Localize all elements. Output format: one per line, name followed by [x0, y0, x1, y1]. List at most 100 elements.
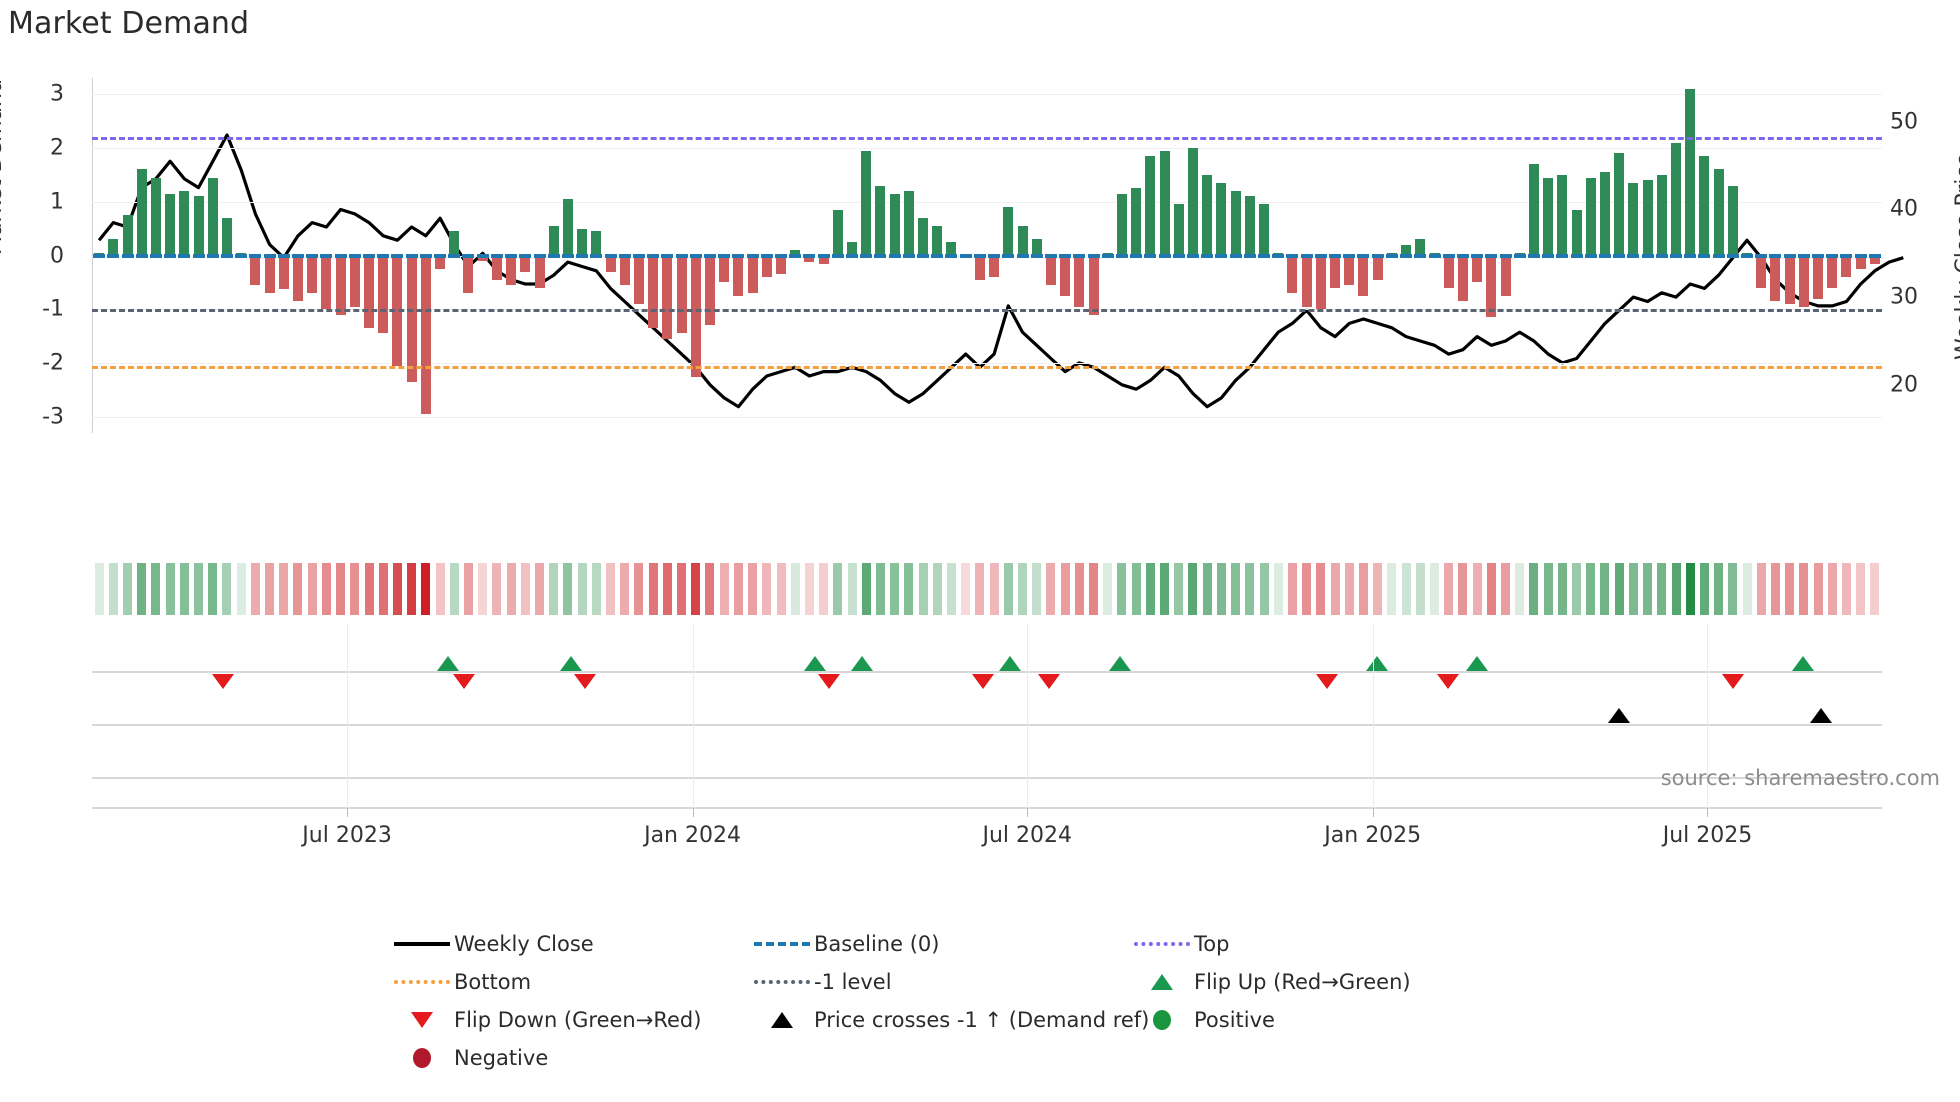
baseline-cap — [1385, 253, 1398, 258]
demand-bar — [1855, 255, 1866, 269]
demand-bar — [506, 255, 517, 286]
baseline-cap — [1584, 253, 1597, 258]
heat-strip-cell — [94, 563, 104, 615]
demand-bar — [974, 255, 985, 280]
heat-strip-cell — [918, 563, 928, 615]
legend-item: Baseline (0) — [750, 925, 1130, 963]
heat-strip-cell — [1174, 563, 1184, 615]
legend-label: Positive — [1194, 1008, 1275, 1032]
heat-strip-cell — [591, 563, 601, 615]
baseline-cap — [405, 253, 418, 258]
demand-bar — [1259, 204, 1270, 256]
demand-bar — [889, 193, 900, 256]
heat-strip-cell — [1458, 563, 1468, 615]
heat-strip-cell — [1614, 563, 1624, 615]
flip-down-marker-icon — [452, 674, 475, 689]
baseline-cap — [1258, 253, 1271, 258]
heat-strip-cell — [1529, 563, 1539, 615]
heat-strip-cell — [946, 563, 956, 615]
baseline-cap — [590, 253, 603, 258]
baseline-cap — [576, 253, 589, 258]
triangle-up-icon — [1151, 974, 1173, 990]
baseline-cap — [377, 253, 390, 258]
demand-bar — [804, 255, 815, 262]
heat-strip-cell — [1430, 563, 1439, 615]
heat-strip-cell — [1870, 563, 1880, 615]
baseline-cap — [1144, 253, 1157, 258]
baseline-cap — [419, 253, 432, 258]
demand-bar — [193, 196, 204, 256]
baseline-cap — [220, 253, 233, 258]
demand-bar — [1202, 174, 1213, 256]
demand-bar — [776, 255, 786, 275]
marker-panel: Jul 2023 Jan 2024 Jul 2024 Jan 2025 Jul 2025 — [92, 625, 1882, 848]
baseline-cap — [1499, 253, 1512, 258]
baseline-cap — [1598, 253, 1611, 258]
heat-strip-cell — [1813, 563, 1823, 615]
demand-bar — [761, 255, 772, 277]
demand-bar — [1187, 147, 1198, 256]
baseline-cap — [703, 253, 716, 258]
heat-strip-cell — [279, 563, 289, 615]
demand-bar — [349, 255, 360, 307]
demand-bar — [1784, 255, 1795, 304]
heat-strip-cell — [165, 563, 175, 615]
baseline-cap — [192, 253, 205, 258]
heat-strip-cell — [222, 563, 232, 615]
y-axis-tick-right: 40 — [1890, 196, 1918, 222]
demand-bar — [946, 242, 957, 256]
heat-strip-cell — [1415, 563, 1425, 615]
main-plot-area — [92, 78, 1882, 433]
circle-icon — [413, 1048, 431, 1068]
price-cross-marker-icon — [1810, 708, 1833, 723]
demand-bar — [989, 255, 1000, 277]
heat-strip-cell — [961, 563, 971, 615]
baseline-cap — [320, 253, 333, 258]
baseline-cap — [391, 253, 404, 258]
dotted-line-swatch-icon — [1134, 942, 1190, 946]
y-axis-tick-left: 0 — [50, 243, 64, 268]
heat-strip-cell — [520, 563, 530, 615]
heat-strip-cell — [194, 563, 204, 615]
demand-bar — [690, 255, 701, 377]
baseline-cap — [306, 253, 319, 258]
marker-guide-line — [92, 724, 1882, 726]
baseline-cap — [1698, 253, 1711, 258]
heat-strip-cell — [1231, 563, 1241, 615]
heat-strip-cell — [236, 563, 246, 615]
baseline-cap — [817, 253, 830, 258]
baseline-cap — [448, 253, 461, 258]
heat-strip-cell — [449, 563, 459, 615]
flip-down-marker-icon — [1038, 674, 1061, 689]
legend-label: Negative — [454, 1046, 549, 1070]
x-axis-tick-mark — [347, 808, 349, 817]
baseline-cap — [831, 253, 844, 258]
baseline-cap — [775, 253, 787, 258]
baseline-cap — [718, 253, 731, 258]
legend-item: -1 level — [750, 963, 1130, 1001]
x-axis-tick-mark — [692, 808, 694, 817]
heat-strip-cell — [975, 563, 985, 615]
flip-up-marker-icon — [1365, 656, 1388, 671]
demand-bar — [1017, 225, 1028, 256]
demand-bar — [463, 255, 474, 294]
page-title: Market Demand — [8, 6, 250, 41]
demand-bar — [619, 255, 630, 286]
heat-strip-cell — [151, 563, 161, 615]
demand-bar — [1599, 172, 1610, 256]
heat-strip-cell — [1287, 563, 1297, 615]
demand-bar — [932, 225, 943, 256]
baseline-cap — [1840, 253, 1853, 258]
legend-key — [390, 942, 454, 946]
baseline-cap — [519, 253, 532, 258]
demand-bar — [1131, 188, 1142, 256]
demand-bar — [136, 169, 147, 256]
demand-bar — [1287, 255, 1298, 294]
heat-strip-cell — [677, 563, 687, 615]
baseline-cap — [1059, 253, 1072, 258]
baseline-cap — [846, 253, 859, 258]
demand-bar — [1116, 193, 1127, 256]
baseline-cap — [249, 253, 262, 258]
baseline-cap — [746, 253, 759, 258]
baseline-cap — [291, 253, 304, 258]
